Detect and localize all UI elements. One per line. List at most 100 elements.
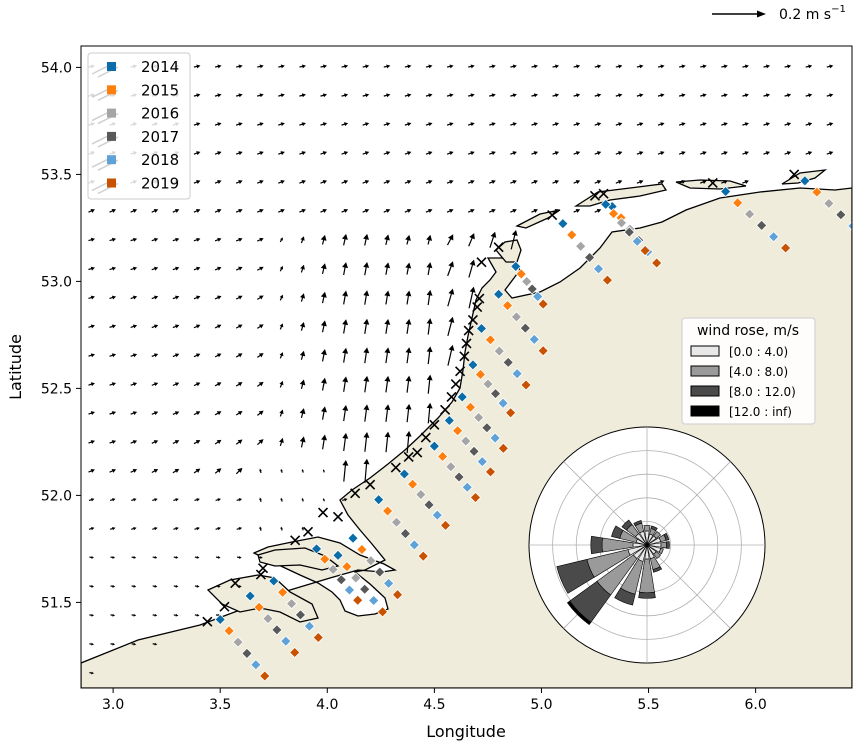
transect-marker-2019: [639, 244, 651, 257]
flow-arrowhead: [301, 469, 304, 472]
flow-arrow: [343, 266, 346, 276]
flow-arrowhead: [554, 180, 560, 184]
flow-arrowhead: [491, 151, 496, 156]
flow-arrowhead: [280, 151, 285, 156]
flow-arrowhead: [617, 180, 623, 184]
flow-arrowhead: [723, 180, 728, 184]
flow-arrowhead: [681, 64, 686, 69]
wind-rose-legend-swatch: [690, 365, 720, 377]
transect-marker-2019: [484, 466, 497, 478]
station-marker: [365, 479, 376, 490]
flow-arrowhead: [639, 180, 644, 184]
flow-arrowhead: [575, 122, 581, 127]
flow-arrowhead: [405, 318, 412, 325]
transect-marker-2018: [592, 263, 605, 275]
flow-arrowhead: [174, 440, 180, 444]
transect-marker-2015: [811, 186, 823, 198]
transect-marker-2015: [356, 543, 368, 556]
flow-arrowhead: [259, 93, 264, 98]
flow-arrowhead: [238, 527, 243, 531]
flow-arrowhead: [384, 318, 391, 325]
flow-arrowhead: [426, 346, 433, 353]
flow-arrowhead: [195, 382, 201, 387]
transect-marker-2017: [623, 226, 636, 238]
flow-arrowhead: [385, 180, 391, 184]
quiver-key-arrowhead: [757, 10, 766, 18]
flow-arrowhead: [237, 410, 243, 416]
flow-arrowhead: [681, 122, 686, 127]
flow-arrowhead: [342, 459, 349, 466]
flow-arrowhead: [91, 556, 95, 559]
transect-marker-2016: [615, 217, 628, 229]
flow-arrow: [427, 322, 431, 335]
y-tick-label: 51.5: [41, 595, 72, 611]
flow-arrow: [406, 351, 410, 364]
flow-arrowhead: [279, 380, 284, 386]
flow-arrowhead: [216, 439, 222, 444]
flow-arrowhead: [174, 411, 180, 416]
flow-arrowhead: [299, 379, 306, 386]
flow-arrowhead: [448, 344, 455, 351]
flow-arrow: [489, 235, 495, 248]
transect-marker-2017: [359, 583, 371, 595]
flow-arrowhead: [342, 262, 348, 269]
flow-arrowhead: [765, 93, 771, 98]
station-marker: [257, 563, 269, 574]
transect-marker-2018: [431, 509, 443, 521]
flow-arrowhead: [555, 64, 560, 69]
flow-arrowhead: [469, 233, 475, 240]
station-marker: [707, 177, 718, 189]
flow-arrowhead: [196, 64, 201, 69]
flow-arrowhead: [618, 122, 623, 127]
flow-arrowhead: [449, 208, 454, 213]
flow-arrowhead: [386, 122, 391, 127]
flow-arrowhead: [238, 64, 243, 69]
flow-arrowhead: [363, 233, 369, 240]
flow-arrow: [406, 435, 410, 453]
flow-arrowhead: [597, 122, 602, 127]
transect-marker-2015: [607, 207, 620, 220]
station-marker: [589, 190, 601, 201]
flow-arrowhead: [407, 64, 412, 69]
wind-rose-legend-label: [12.0 : inf): [729, 405, 792, 419]
flow-arrowhead: [133, 527, 137, 531]
flow-arrowhead: [132, 411, 138, 416]
flow-arrowhead: [723, 122, 728, 127]
flow-arrowhead: [112, 556, 116, 559]
legend-swatch-2014: [107, 62, 116, 71]
transect-marker-2015: [566, 229, 578, 241]
flow-arrowhead: [259, 237, 264, 242]
transect-marker-2015: [381, 505, 394, 517]
transect-marker-2017: [399, 527, 412, 540]
flow-arrowhead: [723, 64, 728, 69]
flow-arrowhead: [217, 151, 222, 156]
wind-rose-bar: [638, 591, 656, 599]
flow-arrowhead: [322, 180, 328, 184]
flow-arrowhead: [363, 318, 370, 325]
transect-marker-2019: [504, 407, 517, 419]
flow-arrow: [447, 320, 453, 337]
wind-rose-legend-swatch: [690, 345, 720, 357]
flow-arrowhead: [490, 231, 497, 238]
flow-arrowhead: [133, 613, 137, 617]
flow-arrowhead: [258, 381, 264, 387]
flow-arrowhead: [133, 556, 137, 559]
flow-arrowhead: [384, 262, 391, 269]
transect-marker-2016: [365, 555, 377, 567]
transect-marker-2016: [390, 516, 403, 528]
flow-arrow: [343, 352, 346, 363]
flow-arrowhead: [301, 64, 306, 69]
flow-arrowhead: [407, 93, 412, 98]
flow-arrowhead: [449, 151, 454, 156]
flow-arrowhead: [384, 347, 391, 354]
flow-arrowhead: [217, 527, 221, 531]
flow-arrowhead: [660, 151, 665, 156]
wind-rose-legend-label: [8.0 : 12.0): [729, 385, 796, 399]
flow-arrowhead: [258, 353, 264, 358]
flow-arrowhead: [363, 404, 370, 411]
transect-marker-2014: [373, 494, 385, 506]
flow-arrow: [385, 323, 389, 334]
flow-arrowhead: [428, 122, 433, 127]
flow-arrow: [385, 435, 389, 453]
